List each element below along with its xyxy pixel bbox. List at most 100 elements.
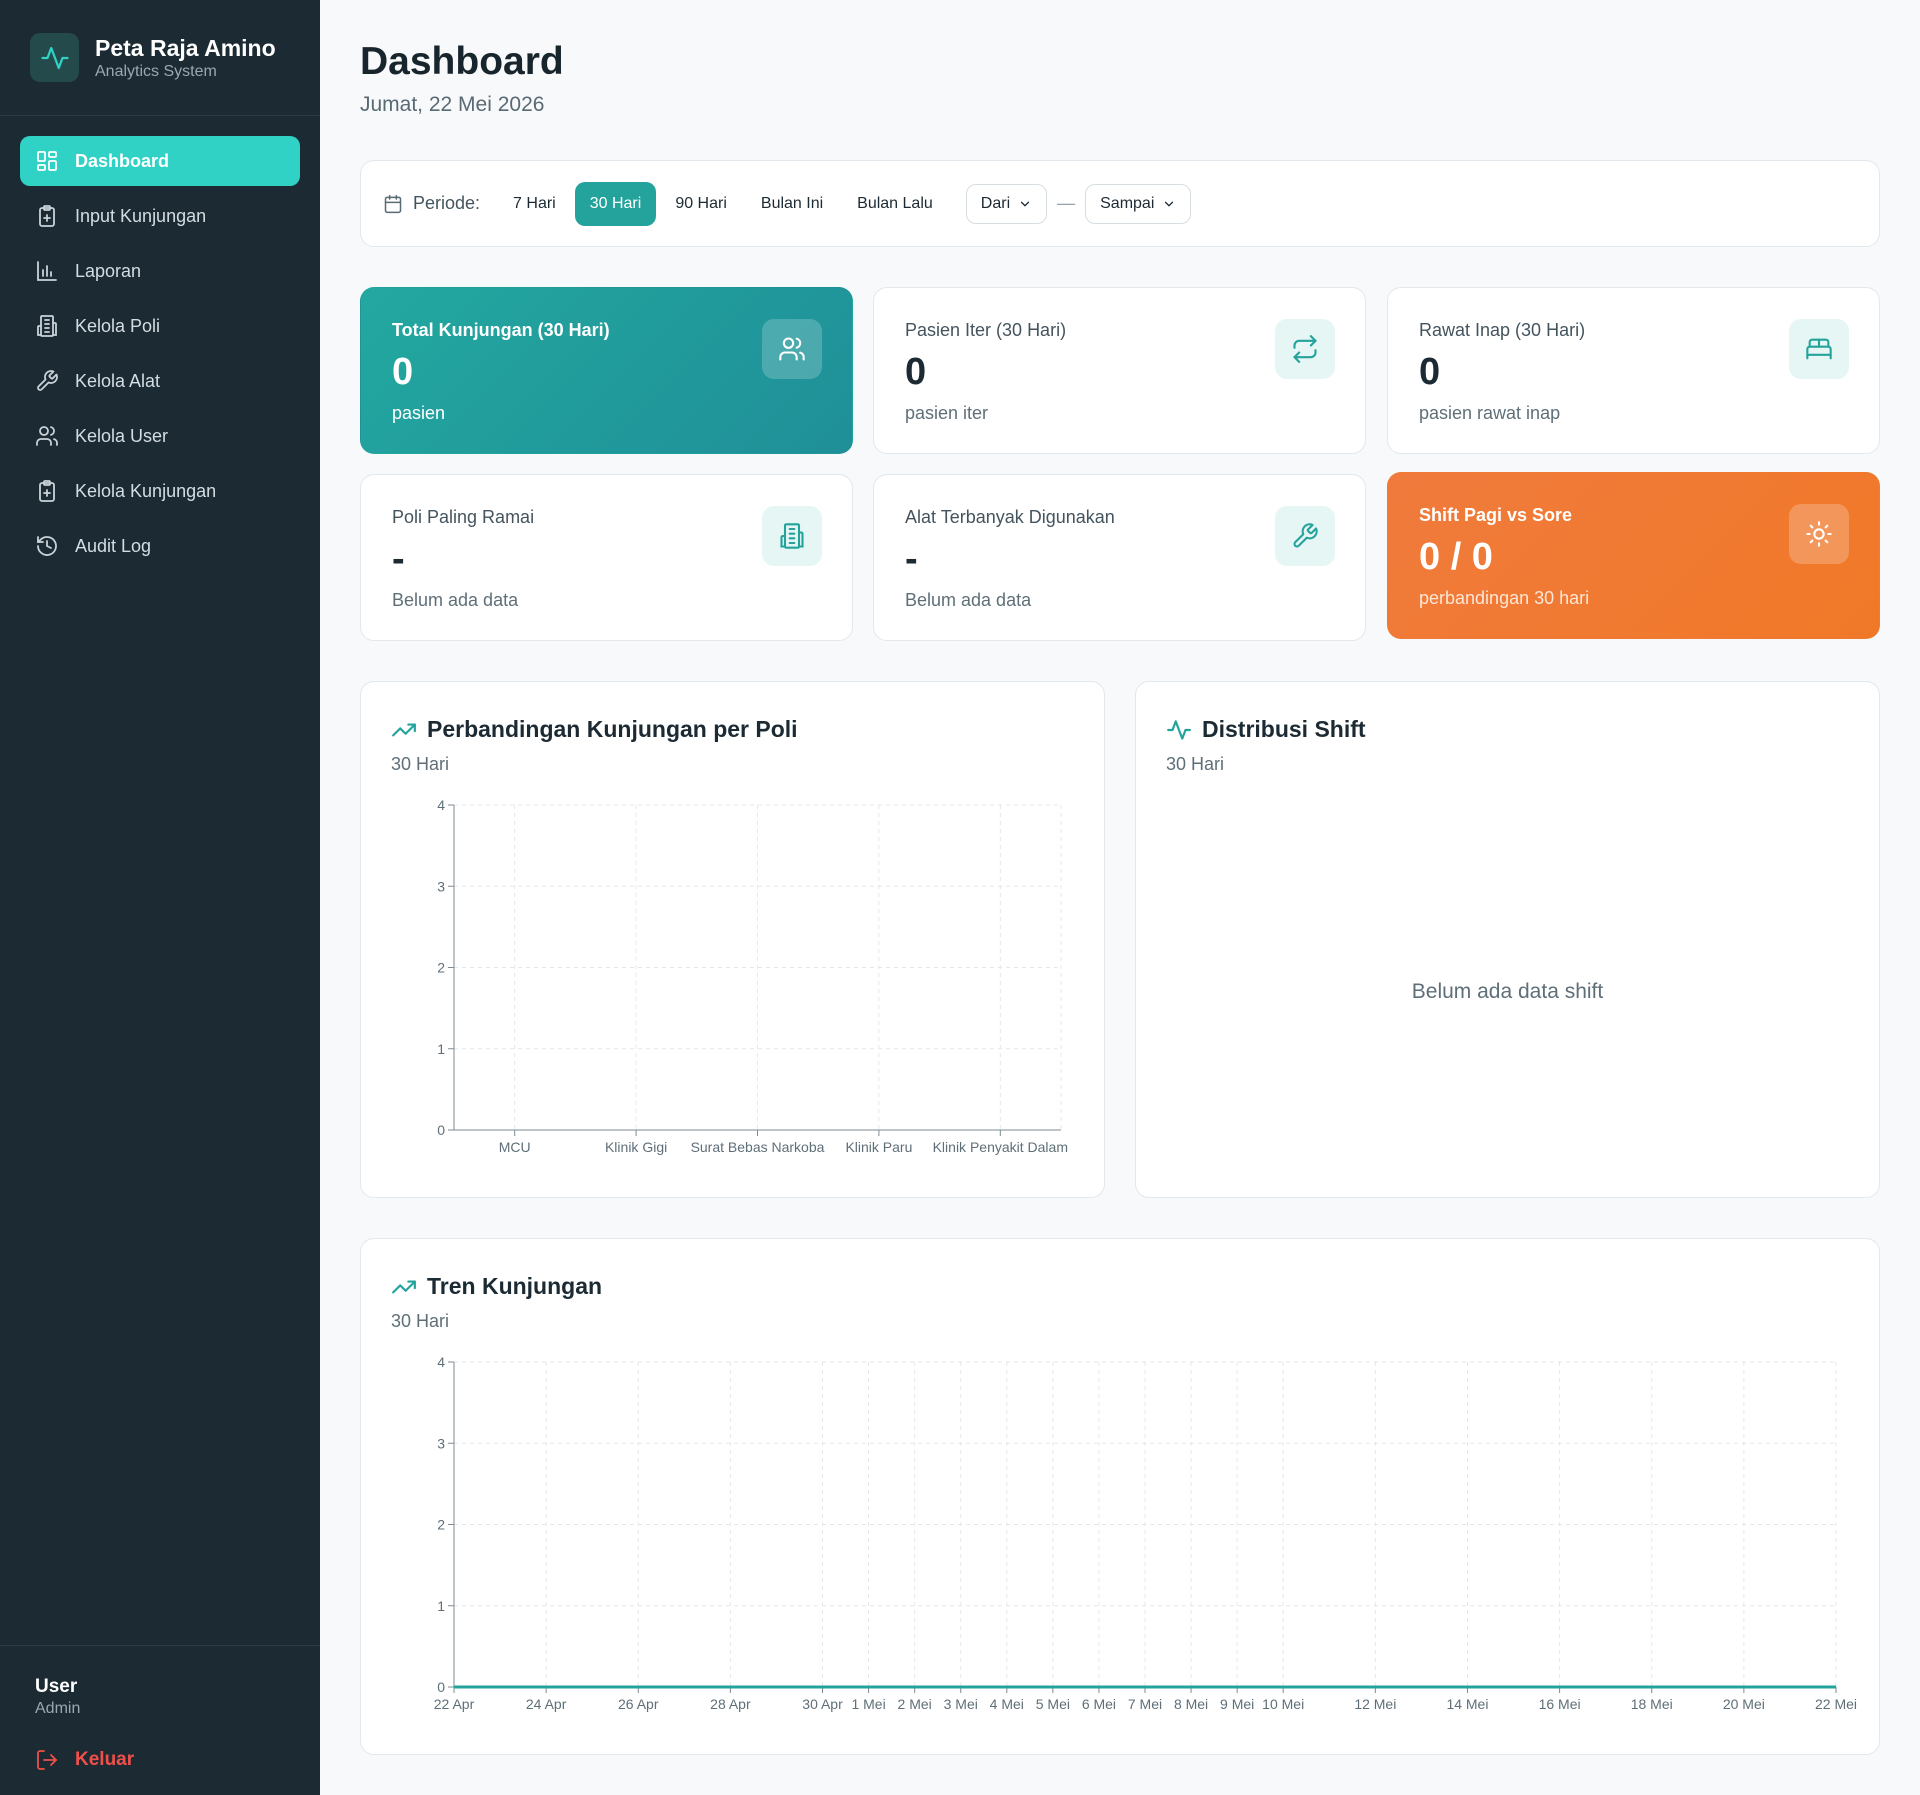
stat-poli-ramai: Poli Paling Ramai - Belum ada data bbox=[360, 474, 853, 641]
sidebar-item-label: Dashboard bbox=[75, 150, 170, 171]
panel-title-text: Distribusi Shift bbox=[1202, 716, 1366, 742]
history-icon bbox=[35, 534, 59, 558]
stat-title: Rawat Inap (30 Hari) bbox=[1419, 320, 1586, 340]
x-tick-label: 16 Mei bbox=[1539, 1696, 1581, 1712]
x-tick-label: MCU bbox=[499, 1139, 531, 1155]
logout-button[interactable]: Keluar bbox=[35, 1748, 320, 1772]
y-tick-label: 3 bbox=[437, 1435, 445, 1451]
stat-pasien-iter: Pasien Iter (30 Hari) 0 pasien iter bbox=[873, 287, 1366, 454]
chevron-down-icon bbox=[1020, 201, 1030, 207]
stat-total-kunjungan: Total Kunjungan (30 Hari) 0 pasien bbox=[360, 287, 853, 454]
x-tick-label: 7 Mei bbox=[1128, 1696, 1162, 1712]
x-tick-label: 22 Apr bbox=[434, 1696, 475, 1712]
period-filter: Periode: 7 Hari 30 Hari 90 Hari Bulan In… bbox=[360, 160, 1880, 247]
bar-chart-icon bbox=[35, 259, 59, 283]
date-from-select[interactable]: Dari bbox=[965, 183, 1048, 224]
x-tick-label: 12 Mei bbox=[1354, 1696, 1396, 1712]
stat-value: 0 bbox=[1419, 351, 1441, 393]
repeat-icon bbox=[1275, 319, 1335, 379]
sidebar-item-label: Laporan bbox=[75, 260, 142, 281]
calendar-icon bbox=[384, 194, 402, 213]
stat-subtitle: pasien bbox=[392, 403, 446, 423]
sidebar-item-label: Input Kunjungan bbox=[75, 205, 207, 226]
building-icon bbox=[762, 506, 822, 566]
y-tick-label: 2 bbox=[437, 960, 445, 976]
wrench-icon bbox=[1275, 506, 1335, 566]
panel-title: Perbandingan Kunjungan per Poli bbox=[391, 716, 798, 743]
stat-subtitle: pasien iter bbox=[905, 403, 989, 423]
activity-icon bbox=[1167, 719, 1191, 740]
brand-subtitle: Analytics System bbox=[95, 62, 217, 80]
stat-title: Poli Paling Ramai bbox=[392, 507, 535, 527]
sidebar-item-dashboard[interactable]: Dashboard bbox=[20, 136, 300, 186]
brand-title: Peta Raja Amino bbox=[95, 34, 276, 61]
period-30-hari-button[interactable]: 30 Hari bbox=[574, 181, 657, 226]
logout-icon bbox=[35, 1748, 59, 1772]
panel-distribusi-shift: Distribusi Shift 30 Hari Belum ada data … bbox=[1135, 681, 1880, 1198]
sidebar: Peta Raja Amino Analytics System Dashboa… bbox=[0, 0, 320, 1795]
period-90-hari-button[interactable]: 90 Hari bbox=[675, 194, 727, 212]
sidebar-item-audit-log[interactable]: Audit Log bbox=[20, 521, 300, 571]
sidebar-item-laporan[interactable]: Laporan bbox=[20, 246, 300, 296]
y-tick-label: 4 bbox=[437, 797, 445, 813]
x-tick-label: 14 Mei bbox=[1446, 1696, 1488, 1712]
period-bulan-lalu-button[interactable]: Bulan Lalu bbox=[857, 194, 933, 212]
y-tick-label: 4 bbox=[437, 1354, 445, 1370]
page-title: Dashboard bbox=[360, 40, 564, 83]
logout-label: Keluar bbox=[75, 1749, 135, 1770]
date-from-label: Dari bbox=[980, 194, 1011, 212]
x-tick-label: 24 Apr bbox=[526, 1696, 567, 1712]
sidebar-item-kelola-alat[interactable]: Kelola Alat bbox=[20, 356, 300, 406]
bed-icon bbox=[1789, 319, 1849, 379]
brand: Peta Raja Amino Analytics System bbox=[0, 0, 320, 116]
x-tick-label: 26 Apr bbox=[618, 1696, 659, 1712]
panel-subtitle: 30 Hari bbox=[391, 754, 450, 774]
grid-icon bbox=[35, 149, 59, 173]
x-tick-label: 4 Mei bbox=[990, 1696, 1024, 1712]
stat-shift: Shift Pagi vs Sore 0 / 0 perbandingan 30… bbox=[1387, 472, 1880, 639]
sidebar-item-kelola-user[interactable]: Kelola User bbox=[20, 411, 300, 461]
user-name: User bbox=[35, 1676, 78, 1697]
date-to-label: Sampai bbox=[1100, 194, 1155, 212]
sidebar-item-kelola-kunjungan[interactable]: Kelola Kunjungan bbox=[20, 466, 300, 516]
x-tick-label: Klinik Penyakit Dalam bbox=[933, 1139, 1068, 1155]
panel-title-text: Perbandingan Kunjungan per Poli bbox=[427, 716, 798, 742]
x-tick-label: 20 Mei bbox=[1723, 1696, 1765, 1712]
y-tick-label: 1 bbox=[437, 1041, 445, 1057]
trending-up-icon bbox=[392, 1280, 416, 1293]
period-bulan-ini-button[interactable]: Bulan Ini bbox=[760, 194, 824, 212]
date-to-select[interactable]: Sampai bbox=[1085, 183, 1192, 224]
stat-subtitle: Belum ada data bbox=[905, 590, 1032, 610]
period-7-hari-button[interactable]: 7 Hari bbox=[513, 194, 556, 212]
page-date: Jumat, 22 Mei 2026 bbox=[360, 93, 545, 116]
sidebar-item-label: Kelola Kunjungan bbox=[75, 480, 217, 501]
x-tick-label: 18 Mei bbox=[1631, 1696, 1673, 1712]
x-tick-label: 8 Mei bbox=[1174, 1696, 1208, 1712]
stat-title: Shift Pagi vs Sore bbox=[1419, 505, 1573, 525]
sidebar-item-input-kunjungan[interactable]: Input Kunjungan bbox=[20, 191, 300, 241]
x-tick-label: Klinik Paru bbox=[845, 1139, 912, 1155]
sidebar-nav: Dashboard Input Kunjungan Laporan Kelola… bbox=[0, 116, 320, 571]
sun-icon bbox=[1789, 504, 1849, 564]
x-tick-label: 3 Mei bbox=[944, 1696, 978, 1712]
clipboard-plus-icon bbox=[35, 204, 59, 228]
x-tick-label: 30 Apr bbox=[802, 1696, 843, 1712]
y-tick-label: 1 bbox=[437, 1598, 445, 1614]
sidebar-item-label: Kelola Alat bbox=[75, 370, 161, 391]
y-tick-label: 2 bbox=[437, 1517, 445, 1533]
wrench-icon bbox=[35, 369, 59, 393]
stat-value: 0 / 0 bbox=[1419, 536, 1493, 578]
stat-title: Pasien Iter (30 Hari) bbox=[905, 320, 1067, 340]
panel-subtitle: 30 Hari bbox=[391, 1311, 450, 1331]
x-tick-label: 2 Mei bbox=[898, 1696, 932, 1712]
date-separator: — bbox=[1057, 193, 1076, 213]
y-tick-label: 3 bbox=[437, 878, 445, 894]
period-label-text: Periode: bbox=[413, 193, 481, 213]
sidebar-item-label: Audit Log bbox=[75, 535, 152, 556]
y-tick-label: 0 bbox=[437, 1679, 445, 1695]
x-tick-label: 9 Mei bbox=[1220, 1696, 1254, 1712]
clipboard-plus-icon bbox=[35, 479, 59, 503]
user-role: Admin bbox=[35, 1700, 81, 1717]
sidebar-item-kelola-poli[interactable]: Kelola Poli bbox=[20, 301, 300, 351]
stat-subtitle: Belum ada data bbox=[392, 590, 519, 610]
